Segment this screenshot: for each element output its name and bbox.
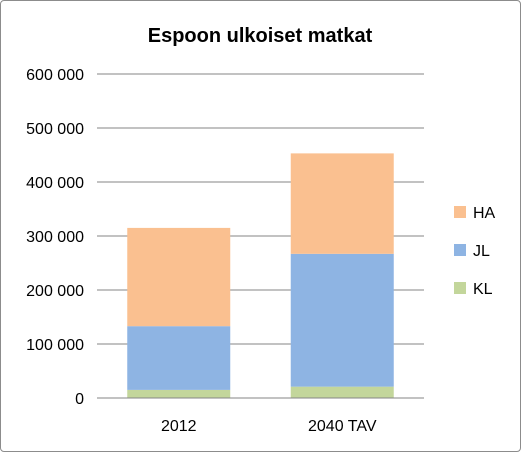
legend-label-jl: JL: [473, 243, 490, 260]
y-tick-label: 600 000: [26, 67, 84, 84]
legend-swatch-jl: [454, 244, 466, 256]
legend-swatch-kl: [454, 282, 466, 294]
bar-segment-kl: [290, 386, 394, 398]
x-tick-label: 2040 TAV: [308, 418, 377, 435]
x-axis: 2012 2040 TAV: [97, 397, 424, 435]
bar-segment-ha: [127, 227, 231, 327]
bar-segment-ha: [290, 153, 394, 254]
bars: [127, 153, 394, 398]
legend: HA JL KL: [454, 205, 496, 298]
x-tick-label: 2012: [161, 418, 197, 435]
chart-title: Espoon ulkoiset matkat: [148, 25, 373, 47]
y-tick-label: 500 000: [26, 121, 84, 138]
y-tick-label: 100 000: [26, 337, 84, 354]
bar-segment-jl: [127, 326, 231, 390]
y-tick-label: 0: [75, 391, 84, 408]
legend-label-ha: HA: [473, 205, 496, 222]
y-tick-label: 200 000: [26, 283, 84, 300]
bar-segment-kl: [127, 389, 231, 398]
legend-swatch-ha: [454, 206, 466, 218]
y-axis: 0 100 000 200 000 300 000 400 000 500 000 600 …: [26, 67, 84, 408]
y-tick-label: 400 000: [26, 175, 84, 192]
bar-segment-jl: [290, 253, 394, 387]
legend-label-kl: KL: [473, 281, 493, 298]
y-tick-label: 300 000: [26, 229, 84, 246]
